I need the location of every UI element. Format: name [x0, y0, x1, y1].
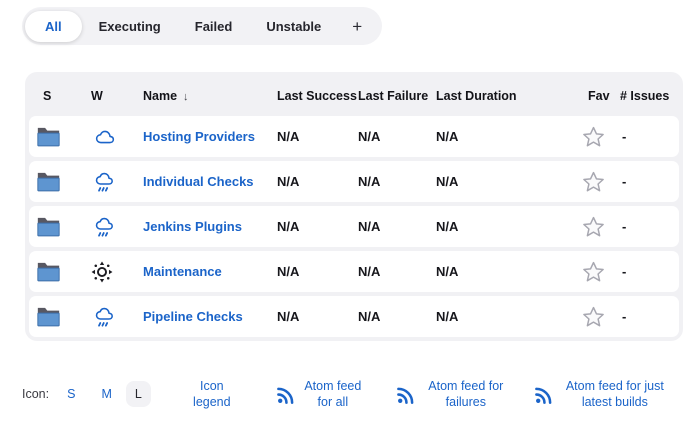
weather-sunny-icon	[91, 261, 113, 282]
favorite-star-icon[interactable]	[581, 215, 606, 239]
table-row: Maintenance N/A N/A N/A -	[29, 251, 679, 292]
job-link[interactable]: Maintenance	[143, 264, 222, 279]
name-cell: Maintenance	[143, 264, 277, 279]
last-failure-cell: N/A	[358, 129, 381, 144]
table-header: S W Name ↓ Last Success Last Failure Last…	[29, 76, 679, 116]
favorite-cell	[578, 170, 620, 194]
weather-cell	[91, 261, 143, 283]
tab-failed[interactable]: Failed	[194, 18, 233, 34]
atom-feed-link[interactable]: Atom feed for just latest builds	[534, 378, 671, 411]
column-header-status[interactable]: S	[43, 89, 52, 103]
folder-icon	[37, 127, 60, 146]
table-row: Jenkins Plugins N/A N/A N/A -	[29, 206, 679, 247]
status-cell	[37, 172, 91, 192]
name-cell: Jenkins Plugins	[143, 219, 277, 234]
rss-icon	[396, 387, 414, 404]
table-row: Hosting Providers N/A N/A N/A -	[29, 116, 679, 157]
last-duration-cell: N/A	[436, 264, 459, 279]
favorite-star-icon[interactable]	[581, 305, 606, 329]
folder-icon	[37, 172, 60, 191]
issues-cell: -	[622, 174, 627, 189]
name-cell: Hosting Providers	[143, 129, 277, 144]
last-failure-cell: N/A	[358, 309, 381, 324]
weather-rainy-icon	[95, 172, 113, 192]
atom-feed-link[interactable]: Atom feed for all	[276, 378, 365, 411]
last-success-cell: N/A	[277, 129, 300, 144]
weather-cell	[91, 305, 143, 329]
column-header-fav[interactable]: Fav	[588, 89, 610, 103]
job-link[interactable]: Individual Checks	[143, 174, 254, 189]
favorite-cell	[578, 125, 620, 149]
weather-cell	[91, 170, 143, 194]
icon-size-l[interactable]: L	[125, 381, 151, 407]
status-cell	[37, 262, 91, 282]
column-header-issues[interactable]: # Issues	[620, 89, 670, 103]
status-cell	[37, 217, 91, 237]
icon-size-m[interactable]: M	[101, 387, 112, 401]
column-header-weather[interactable]: W	[91, 89, 103, 103]
favorite-star-icon[interactable]	[581, 170, 606, 194]
name-cell: Pipeline Checks	[143, 309, 277, 324]
last-duration-cell: N/A	[436, 219, 459, 234]
status-cell	[37, 307, 91, 327]
column-header-last-success[interactable]: Last Success	[277, 89, 357, 103]
new-view-tab[interactable]: +	[352, 16, 363, 36]
issues-cell: -	[622, 264, 627, 279]
view-tabs: All Executing Failed Unstable +	[22, 7, 383, 45]
icon-legend-link[interactable]: Icon legend	[193, 378, 231, 409]
last-success-cell: N/A	[277, 174, 300, 189]
table-row: Individual Checks N/A N/A N/A -	[29, 161, 679, 202]
last-success-cell: N/A	[277, 309, 300, 324]
folder-icon	[37, 262, 60, 281]
tab-all[interactable]: All	[25, 10, 82, 42]
last-failure-cell: N/A	[358, 219, 381, 234]
weather-rainy-icon	[95, 217, 113, 237]
weather-cloudy-icon	[95, 130, 115, 143]
icon-size-label: Icon:	[22, 387, 50, 401]
last-success-cell: N/A	[277, 219, 300, 234]
column-header-name[interactable]: Name ↓	[143, 89, 277, 103]
folder-icon	[37, 307, 60, 326]
feed-label: Atom feed for all	[304, 378, 362, 409]
last-failure-cell: N/A	[358, 264, 381, 279]
job-link[interactable]: Jenkins Plugins	[143, 219, 242, 234]
issues-cell: -	[622, 219, 627, 234]
last-failure-cell: N/A	[358, 174, 381, 189]
feed-label: Atom feed for just latest builds	[565, 378, 664, 409]
name-cell: Individual Checks	[143, 174, 277, 189]
column-header-name-label: Name	[143, 89, 178, 103]
table-row: Pipeline Checks N/A N/A N/A -	[29, 296, 679, 337]
weather-rainy-icon	[95, 307, 113, 327]
job-link[interactable]: Hosting Providers	[143, 129, 255, 144]
issues-cell: -	[622, 309, 627, 324]
issues-cell: -	[622, 129, 627, 144]
feed-label: Atom feed for failures	[428, 378, 504, 409]
job-link[interactable]: Pipeline Checks	[143, 309, 243, 324]
last-success-cell: N/A	[277, 264, 300, 279]
last-duration-cell: N/A	[436, 174, 459, 189]
favorite-star-icon[interactable]	[581, 125, 606, 149]
tab-unstable[interactable]: Unstable	[266, 18, 322, 34]
icon-size-s[interactable]: S	[67, 387, 76, 401]
favorite-cell	[578, 305, 620, 329]
table-body: Hosting Providers N/A N/A N/A - In	[29, 116, 679, 337]
weather-cell	[91, 215, 143, 239]
atom-feed-link[interactable]: Atom feed for failures	[396, 378, 511, 411]
status-cell	[37, 127, 91, 147]
favorite-star-icon[interactable]	[581, 260, 606, 284]
jobs-table: S W Name ↓ Last Success Last Failure Last…	[25, 72, 683, 341]
favorite-cell	[578, 260, 620, 284]
rss-icon	[276, 387, 294, 404]
favorite-cell	[578, 215, 620, 239]
last-duration-cell: N/A	[436, 309, 459, 324]
weather-cell	[91, 127, 143, 147]
rss-icon	[534, 387, 552, 404]
sort-descending-icon: ↓	[183, 91, 189, 103]
folder-icon	[37, 217, 60, 236]
tab-executing[interactable]: Executing	[98, 18, 161, 34]
column-header-last-duration[interactable]: Last Duration	[436, 89, 517, 103]
column-header-last-failure[interactable]: Last Failure	[358, 89, 429, 103]
last-duration-cell: N/A	[436, 129, 459, 144]
